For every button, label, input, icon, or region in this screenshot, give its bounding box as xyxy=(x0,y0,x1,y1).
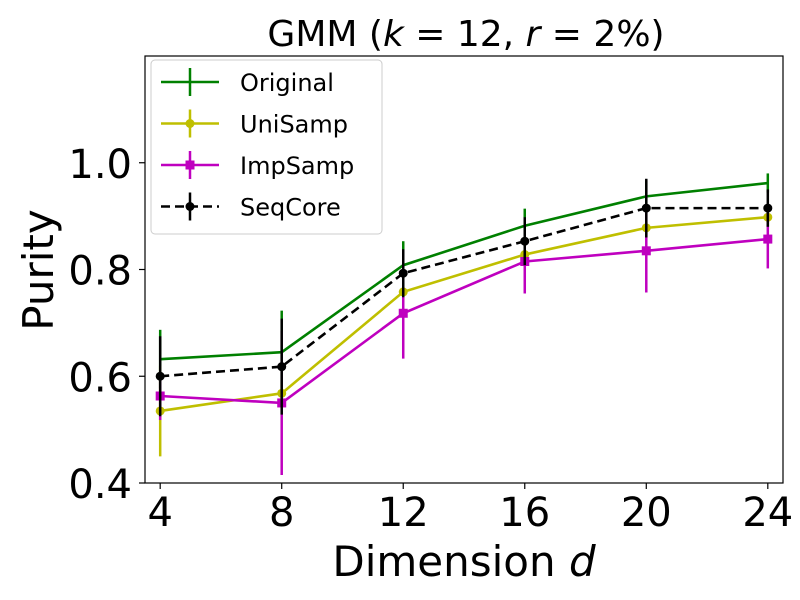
y-axis-label: Purity xyxy=(14,209,63,330)
legend-item-impsamp: ImpSamp xyxy=(161,151,354,180)
legend-label: ImpSamp xyxy=(240,152,354,180)
tick-layer: 4 8 12 16 20 24 0.4 0.6 0.8 1.0 xyxy=(68,142,793,536)
legend: Original UniSamp ImpSamp SeqCore xyxy=(150,59,383,235)
y-tick-label: 1.0 xyxy=(68,142,132,188)
legend-marker xyxy=(185,160,195,170)
data-point xyxy=(641,246,651,256)
x-tick-label: 16 xyxy=(499,490,550,536)
x-tick-label: 24 xyxy=(742,490,793,536)
y-tick-label: 0.4 xyxy=(68,462,132,508)
x-tick-label: 12 xyxy=(378,490,429,536)
series-layer xyxy=(155,173,773,475)
data-point xyxy=(641,203,651,213)
x-tick-label: 20 xyxy=(621,490,672,536)
legend-label: Original xyxy=(240,69,334,97)
legend-marker xyxy=(185,202,195,211)
chart-title: GMM (k = 12, r = 2%) xyxy=(267,14,664,55)
series-line xyxy=(160,206,768,378)
x-tick-label: 8 xyxy=(269,490,294,536)
series-line xyxy=(160,215,768,413)
data-point xyxy=(763,203,773,213)
data-point xyxy=(763,234,773,244)
x-axis-label: Dimension d xyxy=(332,537,596,586)
series-impsamp xyxy=(155,209,773,475)
legend-item-unisamp: UniSamp xyxy=(161,109,348,139)
data-point xyxy=(520,236,530,246)
y-tick-label: 0.6 xyxy=(68,355,132,401)
y-tick-label: 0.8 xyxy=(68,249,132,295)
series-seqcore xyxy=(155,178,773,417)
data-point xyxy=(398,268,408,278)
legend-label: UniSamp xyxy=(240,111,348,139)
legend-item-original: Original xyxy=(161,68,334,97)
legend-marker xyxy=(185,119,195,128)
legend-item-seqcore: SeqCore xyxy=(161,192,341,222)
series-line xyxy=(160,237,768,405)
series-line xyxy=(160,181,768,361)
data-point xyxy=(277,362,287,372)
legend-box xyxy=(150,59,383,235)
data-point xyxy=(155,371,165,381)
legend-label: SeqCore xyxy=(240,194,341,222)
data-point xyxy=(398,308,408,318)
x-tick-label: 4 xyxy=(147,490,172,536)
